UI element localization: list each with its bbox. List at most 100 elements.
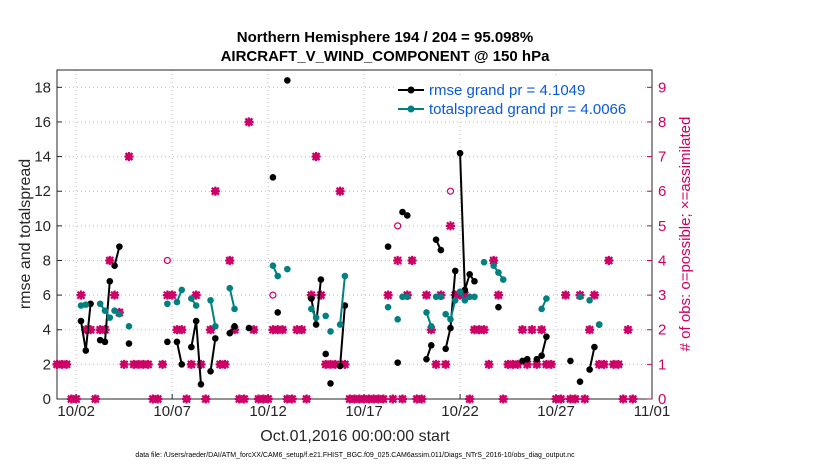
obs-assimilated-point-42 xyxy=(253,394,264,404)
grid-lines xyxy=(57,70,653,399)
obs-assimilated-point-87 xyxy=(469,325,480,335)
totalspread-point-19-0 xyxy=(423,309,430,316)
obs-assimilated-point-47 xyxy=(277,325,288,335)
rmse-point-23-2 xyxy=(451,267,459,275)
x-tick-label-3: 10/17 xyxy=(345,403,383,420)
rmse-point-2-1 xyxy=(116,243,123,250)
rmse-point-21-1 xyxy=(427,342,435,349)
y-tick-label-1: 2 xyxy=(43,356,51,373)
totalspread-point-11-0 xyxy=(308,305,315,313)
totalspread-point-1-1 xyxy=(101,307,109,314)
obs-assimilated-point-89 xyxy=(479,325,489,335)
obs-assimilated-point-56 xyxy=(321,359,331,369)
obs-assimilated-point-50 xyxy=(292,325,302,335)
obs-assimilated-point-63 xyxy=(354,394,364,404)
obs-assimilated-point-85 xyxy=(460,290,470,300)
obs-assimilated-point-38 xyxy=(234,394,244,404)
totalspread-point-8-1 xyxy=(231,305,238,313)
rmse-point-15-0 xyxy=(327,380,334,387)
data-file-footnote: data file: /Users/raeder/DAI/ATM_forcXX/… xyxy=(135,452,575,459)
rmse-point-20-0 xyxy=(403,212,411,219)
totalspread-point-3-0 xyxy=(125,322,133,330)
obs-assimilated-point-39 xyxy=(239,394,249,404)
rmse-point-2-0 xyxy=(111,262,118,269)
totalspread-point-18-0 xyxy=(403,293,411,301)
obs-assimilated-point-2 xyxy=(62,359,72,369)
obs-assimilated-point-88 xyxy=(474,325,484,335)
obs-assimilated-point-101 xyxy=(537,325,547,335)
obs-assimilated-point-23 xyxy=(162,290,172,300)
totalspread-point-25-1 xyxy=(543,295,550,302)
obs-assimilated-point-31 xyxy=(201,394,211,404)
obs-assimilated-point-4 xyxy=(71,394,81,404)
obs-assimilated-point-53 xyxy=(306,290,316,300)
rmse-point-26-1 xyxy=(523,355,531,363)
totalspread-point-26-0 xyxy=(576,293,584,301)
y2-tick-label-1: 1 xyxy=(658,356,666,373)
rmse-point-7-1 xyxy=(212,335,219,342)
totalspread-point-9-1 xyxy=(274,272,282,280)
totalspread-point-28-0 xyxy=(595,321,603,328)
obs-assimilated-point-103 xyxy=(546,359,556,369)
obs-assimilated-point-43 xyxy=(258,394,268,404)
obs-assimilated-point-20 xyxy=(148,394,158,404)
rmse-point-23-0 xyxy=(442,345,449,353)
totalspread-point-1-2 xyxy=(106,314,114,321)
rmse-point-24-2 xyxy=(466,271,473,278)
obs-assimilated-point-120 xyxy=(628,394,638,404)
legend-spread-marker xyxy=(407,105,415,113)
rmse-point-24-0 xyxy=(456,149,464,157)
obs-assimilated-point-84 xyxy=(455,290,465,300)
y2-tick-label-9: 9 xyxy=(658,79,666,96)
totalspread-point-21-2 xyxy=(451,297,459,304)
totalspread-point-2-0 xyxy=(111,307,118,314)
obs-assimilated-point-7 xyxy=(86,325,96,335)
rmse-point-3-0 xyxy=(125,340,133,347)
rmse-point-13-0 xyxy=(308,295,315,302)
obs-assimilated-point-51 xyxy=(297,325,307,335)
plot-frame xyxy=(56,69,653,400)
obs-assimilated-point-21 xyxy=(153,394,163,404)
obs-assimilated-point-60 xyxy=(340,359,350,369)
rmse-point-27-0 xyxy=(533,355,541,363)
obs-assimilated-point-30 xyxy=(196,359,206,369)
rmse-point-0-0 xyxy=(77,317,85,325)
obs-assimilated-point-26 xyxy=(177,325,187,335)
totalspread-point-24-1 xyxy=(495,269,502,276)
rmse-point-19-0 xyxy=(399,208,406,216)
obs-assimilated-point-22 xyxy=(158,359,168,369)
y2-tick-label-6: 6 xyxy=(658,183,666,200)
rmse-point-27-2 xyxy=(543,333,550,340)
obs-assimilated-point-46 xyxy=(273,325,283,335)
obs-assimilated-point-71 xyxy=(393,255,403,266)
obs-assimilated-point-16 xyxy=(129,359,139,369)
y-tick-label-7: 14 xyxy=(34,149,51,166)
totalspread-point-25-0 xyxy=(538,305,545,313)
obs-assimilated-point-61 xyxy=(345,394,355,404)
y2-tick-label-8: 8 xyxy=(658,114,666,131)
obs-assimilated-point-96 xyxy=(513,359,523,369)
totalspread-point-21-0 xyxy=(442,310,449,318)
obs-assimilated-point-119 xyxy=(623,325,633,335)
obs-assimilated-point-33 xyxy=(210,186,220,196)
y2-axis-label: # of obs: o=possible; ×=assimilated xyxy=(677,117,694,352)
rmse-point-28-0 xyxy=(567,357,574,365)
rmse-point-21-0 xyxy=(423,355,430,363)
totalspread-point-11-1 xyxy=(312,314,320,321)
obs-assimilated-point-34 xyxy=(215,359,225,369)
obs-assimilated-point-93 xyxy=(498,394,508,404)
y-tick-label-2: 4 xyxy=(43,322,51,339)
obs-assimilated-point-45 xyxy=(268,325,278,335)
x-tick-label-1: 10/07 xyxy=(153,403,191,420)
obs-assimilated-point-72 xyxy=(397,394,408,404)
rmse-point-30-1 xyxy=(591,343,598,351)
obs-assimilated-point-49 xyxy=(287,394,297,404)
rmse-point-10-0 xyxy=(269,174,277,181)
obs-assimilated-point-82 xyxy=(445,221,456,231)
obs-assimilated-point-83 xyxy=(450,290,460,300)
obs-assimilated-point-77 xyxy=(421,290,432,300)
totalspread-point-13-0 xyxy=(327,328,334,335)
totalspread-point-6-1 xyxy=(192,302,200,309)
rmse-point-5-0 xyxy=(173,338,181,346)
